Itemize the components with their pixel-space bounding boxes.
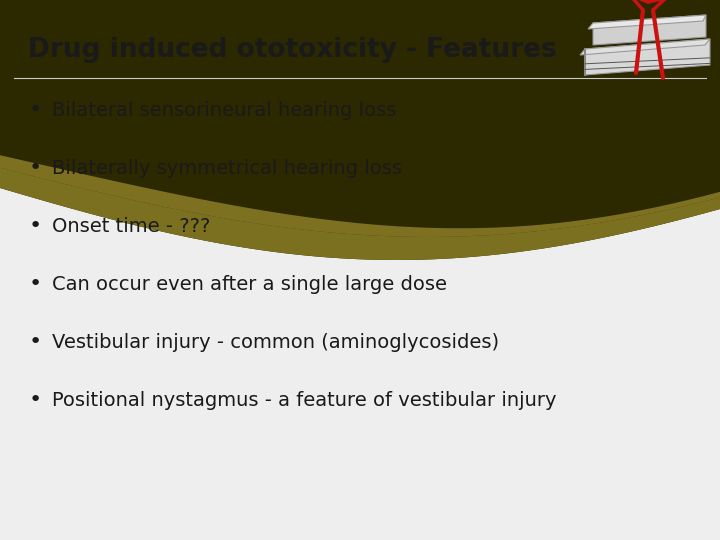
Polygon shape [585,39,710,75]
Polygon shape [0,0,720,260]
Text: Can occur even after a single large dose: Can occur even after a single large dose [52,274,447,294]
Text: Positional nystagmus - a feature of vestibular injury: Positional nystagmus - a feature of vest… [52,390,557,409]
Text: Drug induced ototoxicity - Features: Drug induced ototoxicity - Features [28,37,557,63]
Polygon shape [0,167,720,260]
Polygon shape [0,155,720,237]
Text: •: • [28,100,42,120]
Text: •: • [28,216,42,236]
Text: •: • [28,390,42,410]
Text: Bilateral sensorineural hearing loss: Bilateral sensorineural hearing loss [52,100,397,119]
Polygon shape [593,15,706,45]
Text: •: • [28,332,42,352]
Text: •: • [28,158,42,178]
Polygon shape [588,15,706,29]
Text: Vestibular injury - common (aminoglycosides): Vestibular injury - common (aminoglycosi… [52,333,499,352]
Polygon shape [580,39,710,55]
Text: Bilaterally symmetrical hearing loss: Bilaterally symmetrical hearing loss [52,159,402,178]
Text: •: • [28,274,42,294]
Text: Onset time - ???: Onset time - ??? [52,217,210,235]
